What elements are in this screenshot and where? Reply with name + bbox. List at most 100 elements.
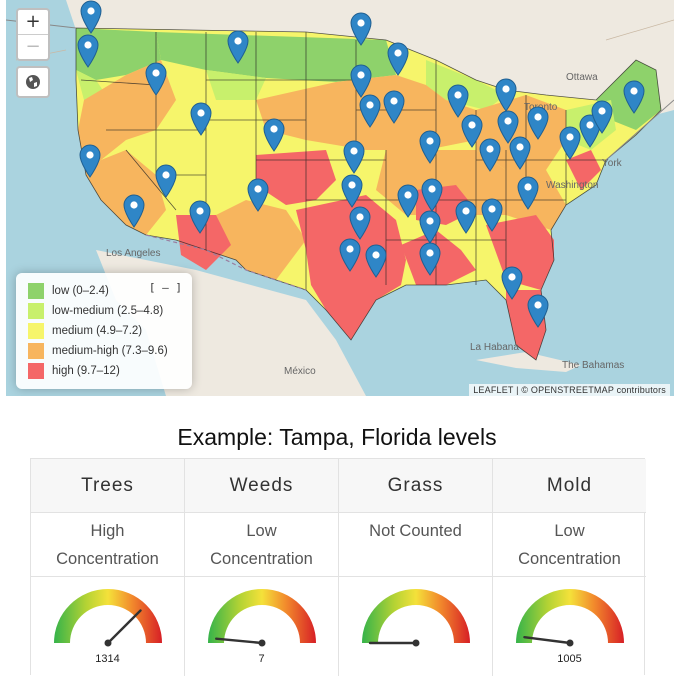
map-marker-icon[interactable] [421,178,443,212]
legend-swatch [28,363,44,379]
level-line-1: High [90,522,125,540]
map-marker-icon[interactable] [79,144,101,178]
legend-item: low-medium (2.5–4.8) [28,303,163,319]
legend-item: low (0–2.4) [28,283,109,299]
legend-item: medium (4.9–7.2) [28,323,142,339]
map-marker-icon[interactable] [227,30,249,64]
gauge-dial [208,589,316,647]
pollen-levels-table: Trees High Concentration 1314 Weeds Low Concen… [30,458,646,676]
gauge-needle [523,636,572,645]
map-marker-icon[interactable] [77,34,99,68]
table-column-weeds: Weeds Low Concentration 7 [185,459,339,676]
legend-item: medium-high (7.3–9.6) [28,343,168,359]
place-label-bahamas: The Bahamas [562,360,625,371]
zoom-in-button[interactable]: + [25,11,41,32]
table-column-grass: Grass Not Counted [339,459,493,676]
legend-swatch [28,303,44,319]
pollen-map[interactable]: Ottawa Toronto York Washington Los Angel… [6,0,674,396]
legend-swatch [28,283,44,299]
map-marker-icon[interactable] [419,210,441,244]
column-header: Grass [339,459,492,513]
map-marker-icon[interactable] [447,84,469,118]
legend-label: low (0–2.4) [52,285,109,297]
map-marker-icon[interactable] [527,294,549,328]
map-marker-icon[interactable] [517,176,539,210]
map-attribution[interactable]: LEAFLET | © OPENSTREETMAP contributors [469,384,670,396]
map-marker-icon[interactable] [190,102,212,136]
map-marker-icon[interactable] [559,126,581,160]
legend-label: low-medium (2.5–4.8) [52,305,164,317]
map-marker-icon[interactable] [123,194,145,228]
map-marker-icon[interactable] [479,138,501,172]
zoom-divider [18,34,48,35]
place-label-washington: Washington [546,180,599,191]
map-marker-icon[interactable] [365,244,387,278]
map-marker-icon[interactable] [397,184,419,218]
map-marker-icon[interactable] [501,266,523,300]
map-marker-icon[interactable] [339,238,361,272]
table-column-mold: Mold Low Concentration 1005 [493,459,646,676]
map-marker-icon[interactable] [247,178,269,212]
gauge-needle [214,637,264,645]
concentration-level: High Concentration [31,513,184,577]
map-marker-icon[interactable] [623,80,645,114]
map-marker-icon[interactable] [263,118,285,152]
map-marker-icon[interactable] [80,0,102,34]
gauge [339,577,492,677]
concentration-level: Low Concentration [185,513,338,577]
level-line-1: Low [246,522,277,540]
level-line-1: Low [554,522,585,540]
map-marker-icon[interactable] [509,136,531,170]
column-header: Weeds [185,459,338,513]
gauge-dial [362,589,470,647]
map-marker-icon[interactable] [145,62,167,96]
map-marker-icon[interactable] [419,242,441,276]
place-label-new-york: York [602,158,622,169]
gauge-value: 1005 [557,653,582,665]
map-marker-icon[interactable] [189,200,211,234]
map-marker-icon[interactable] [383,90,405,124]
column-header: Mold [493,459,646,513]
map-marker-icon[interactable] [419,130,441,164]
map-marker-icon[interactable] [527,106,549,140]
map-marker-icon[interactable] [495,78,517,112]
level-line-2: Concentration [56,550,159,568]
table-column-trees: Trees High Concentration 1314 [31,459,185,676]
legend-swatch [28,323,44,339]
gauge-dial [54,589,162,647]
map-marker-icon[interactable] [350,64,372,98]
zoom-control: + − [16,8,50,61]
map-marker-icon[interactable] [349,206,371,240]
gauge-value: 7 [258,653,265,665]
map-marker-icon[interactable] [579,114,601,148]
locate-button[interactable] [16,66,50,98]
column-header: Trees [31,459,184,513]
map-marker-icon[interactable] [343,140,365,174]
legend-collapse-button[interactable]: [ – ] [148,281,182,294]
map-marker-icon[interactable] [341,174,363,208]
map-legend: [ – ] low (0–2.4) low-medium (2.5–4.8) med… [16,273,192,389]
map-marker-icon[interactable] [591,100,613,134]
level-line-2: Concentration [210,550,313,568]
legend-swatch [28,343,44,359]
globe-icon [26,75,40,89]
map-marker-icon[interactable] [481,198,503,232]
map-marker-icon[interactable] [497,110,519,144]
gauge: 1005 [493,577,646,677]
concentration-level: Low Concentration [493,513,646,577]
gauge-needle [106,609,142,645]
map-marker-icon[interactable] [155,164,177,198]
place-label-mexico: México [284,366,316,377]
place-label-los-angeles: Los Angeles [106,248,161,259]
map-marker-icon[interactable] [350,12,372,46]
map-marker-icon[interactable] [387,42,409,76]
zoom-out-button[interactable]: − [25,36,41,57]
caption: Example: Tampa, Florida levels [177,424,497,450]
level-line-2: Concentration [518,550,621,568]
concentration-level: Not Counted [339,513,492,577]
map-marker-icon[interactable] [455,200,477,234]
place-label-ottawa: Ottawa [566,72,598,83]
map-marker-icon[interactable] [359,94,381,128]
level-line-1: Not Counted [369,522,462,540]
map-marker-icon[interactable] [461,114,483,148]
